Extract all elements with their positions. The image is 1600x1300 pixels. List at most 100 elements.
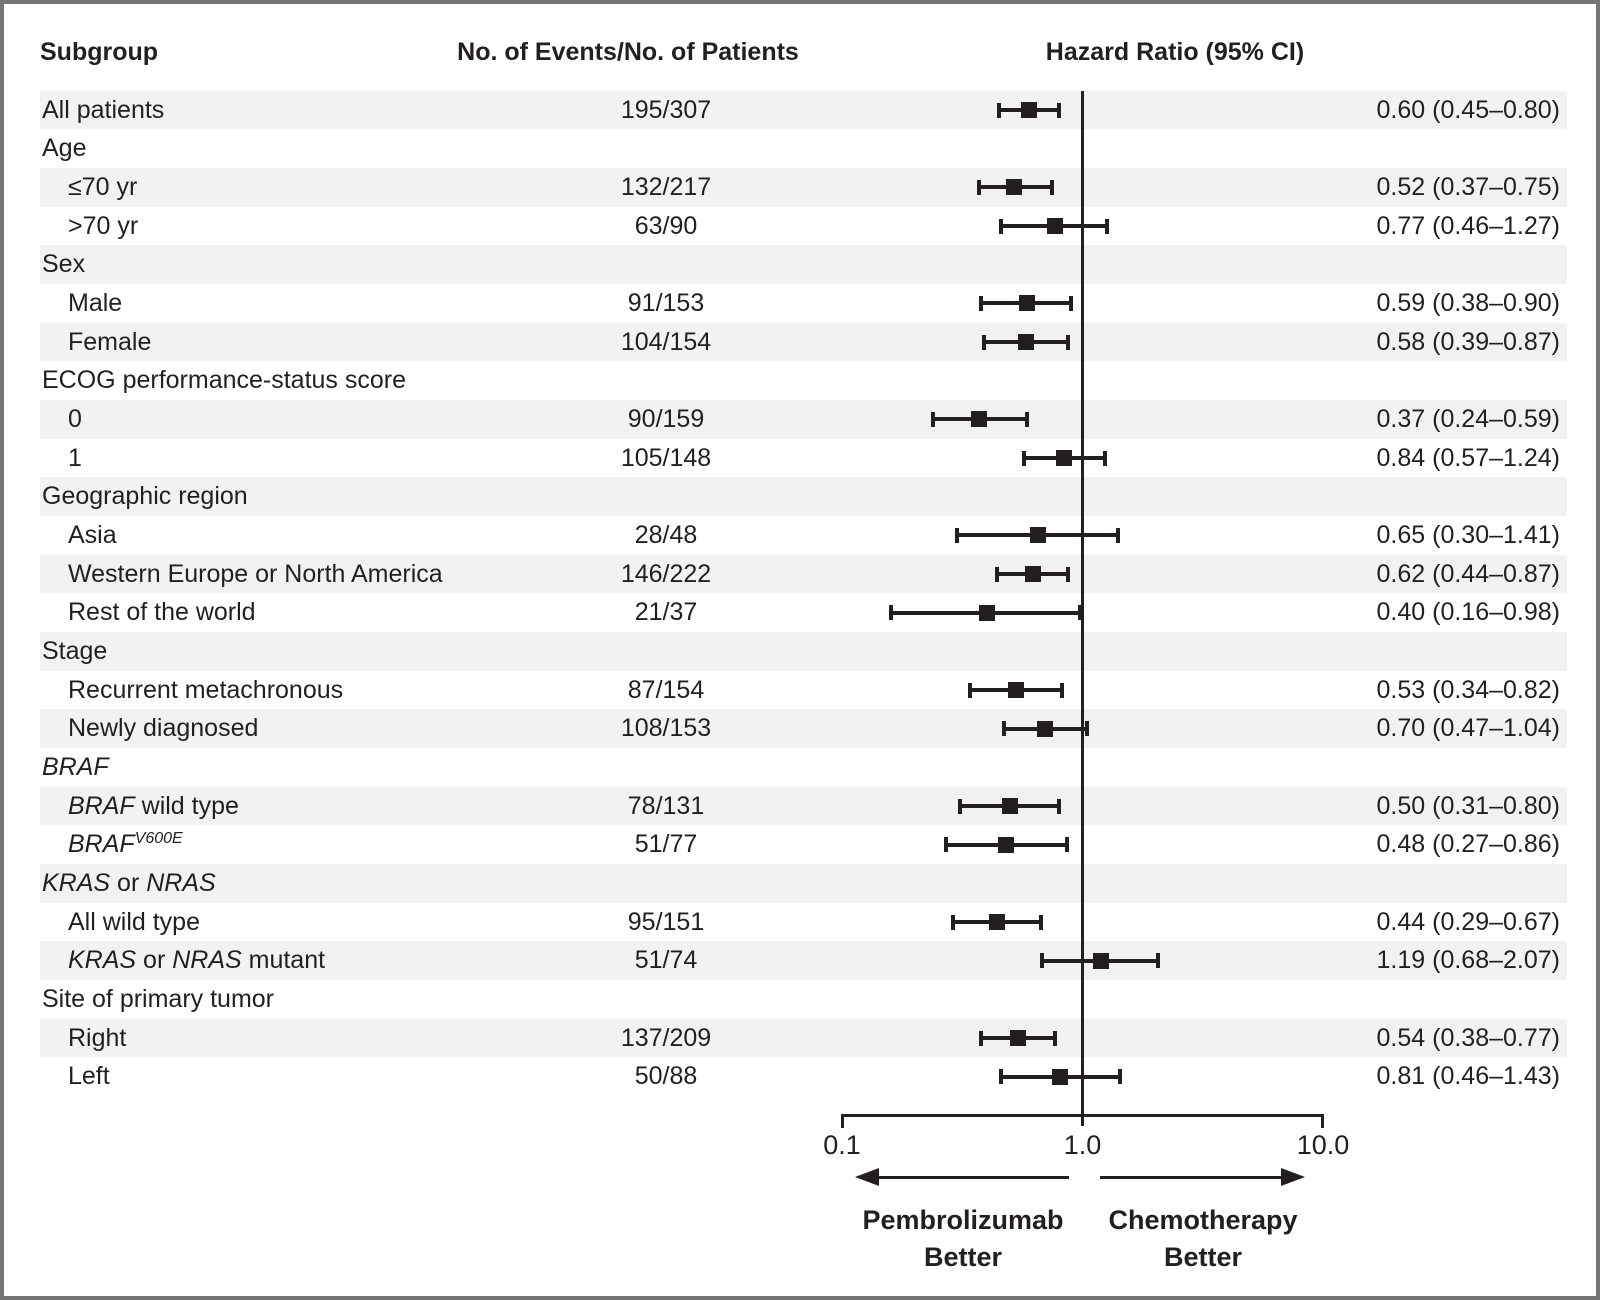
subgroup-label: 0 bbox=[68, 405, 82, 434]
ci-cap bbox=[1038, 914, 1043, 930]
hazard-ratio-value: 0.70 (0.47–1.04) bbox=[1376, 714, 1560, 743]
hr-marker bbox=[1010, 1030, 1027, 1047]
subgroup-row: BRAFV600E 51/77 0.48 (0.27–0.86) bbox=[40, 825, 1567, 864]
ci-cap bbox=[1102, 450, 1107, 466]
events-patients-value: 104/154 bbox=[620, 327, 712, 356]
ci-cap bbox=[931, 411, 936, 427]
chemotherapy-better-label: Chemotherapy Better bbox=[1033, 1202, 1373, 1276]
hazard-ratio-value: 0.84 (0.57–1.24) bbox=[1376, 443, 1560, 472]
label-text: wild type bbox=[134, 791, 239, 820]
ci-cap bbox=[982, 334, 987, 350]
events-patients-value: 78/131 bbox=[627, 791, 705, 820]
ci-cap bbox=[1116, 527, 1121, 543]
arrowhead-right-icon bbox=[1281, 1168, 1305, 1186]
subgroup-label: Female bbox=[68, 327, 152, 356]
subgroup-label: 1 bbox=[68, 443, 82, 472]
ci-cap bbox=[1064, 837, 1069, 853]
ci-cap bbox=[997, 102, 1002, 118]
events-patients-value: 28/48 bbox=[634, 521, 698, 550]
ci-cap bbox=[951, 914, 956, 930]
ci-cap bbox=[1065, 334, 1070, 350]
hazard-ratio-value: 0.52 (0.37–0.75) bbox=[1376, 173, 1560, 202]
hr-marker bbox=[988, 914, 1005, 931]
events-patients-value: 137/209 bbox=[620, 1023, 712, 1052]
hr-marker bbox=[1092, 952, 1109, 969]
subgroup-row: 1 105/148 0.84 (0.57–1.24) bbox=[40, 439, 1567, 478]
events-patients-value: 105/148 bbox=[620, 443, 712, 472]
hr-marker bbox=[1037, 720, 1054, 737]
subgroup-label: Site of primary tumor bbox=[42, 985, 275, 1014]
subgroup-label: Asia bbox=[68, 521, 117, 550]
hazard-ratio-value: 0.50 (0.31–0.80) bbox=[1376, 791, 1560, 820]
ci-cap bbox=[976, 179, 981, 195]
ci-cap bbox=[979, 1030, 984, 1046]
ci-cap bbox=[1065, 566, 1070, 582]
pembrolizumab-better-arrow bbox=[876, 1175, 1069, 1179]
ci-cap bbox=[954, 527, 959, 543]
column-header-events: No. of Events/No. of Patients bbox=[457, 38, 799, 66]
subgroup-label: BRAFV600E bbox=[68, 825, 183, 868]
pembrolizumab-better-line2: Better bbox=[923, 1242, 1003, 1272]
subgroup-label: Sex bbox=[42, 250, 86, 279]
arrowhead-left-icon bbox=[855, 1168, 879, 1186]
ci-cap bbox=[1040, 953, 1045, 969]
ci-cap bbox=[1059, 682, 1064, 698]
subgroup-label: Western Europe or North America bbox=[68, 559, 443, 588]
chemotherapy-better-line1: Chemotherapy bbox=[1108, 1205, 1298, 1235]
subgroup-group-header-row: Site of primary tumor bbox=[40, 980, 1567, 1019]
ci-cap bbox=[1078, 605, 1083, 621]
hr-marker bbox=[1019, 295, 1036, 312]
gene-name-text: NRAS bbox=[146, 869, 216, 898]
gene-name-text: BRAF bbox=[68, 791, 135, 820]
subgroup-label: Male bbox=[68, 289, 123, 318]
axis-tick-label: 10.0 bbox=[1296, 1130, 1350, 1160]
gene-name-text: KRAS bbox=[42, 869, 111, 898]
chemotherapy-better-arrow bbox=[1100, 1175, 1282, 1179]
hr-marker bbox=[1056, 450, 1073, 467]
subgroup-label: >70 yr bbox=[68, 211, 139, 240]
hr-marker bbox=[1052, 1068, 1069, 1085]
events-patients-value: 95/151 bbox=[627, 907, 705, 936]
ci-cap bbox=[999, 218, 1004, 234]
gene-name-text: BRAF bbox=[42, 753, 109, 782]
hazard-ratio-value: 0.48 (0.27–0.86) bbox=[1376, 830, 1560, 859]
gene-name-text: NRAS bbox=[172, 946, 242, 975]
subgroup-row: Western Europe or North America 146/222 0.… bbox=[40, 554, 1567, 594]
subgroup-label: ECOG performance-status score bbox=[42, 366, 407, 395]
hr-marker bbox=[1008, 682, 1025, 699]
hr-marker bbox=[997, 836, 1014, 853]
ci-cap bbox=[1057, 102, 1062, 118]
subgroup-row: All patients 195/307 0.60 (0.45–0.80) bbox=[40, 90, 1567, 130]
ci-cap bbox=[889, 605, 894, 621]
hazard-ratio-value: 0.53 (0.34–0.82) bbox=[1376, 675, 1560, 704]
axis-tick-label: 0.1 bbox=[823, 1130, 861, 1160]
subgroup-group-header-row: BRAF bbox=[40, 748, 1567, 787]
events-patients-value: 90/159 bbox=[627, 405, 705, 434]
hazard-ratio-value: 0.40 (0.16–0.98) bbox=[1376, 598, 1560, 627]
hr-marker bbox=[1021, 102, 1038, 119]
hazard-ratio-value: 0.81 (0.46–1.43) bbox=[1376, 1062, 1560, 1091]
subgroup-label: All patients bbox=[42, 95, 165, 124]
subgroup-row: >70 yr 63/90 0.77 (0.46–1.27) bbox=[40, 207, 1567, 246]
subgroup-row: Right 137/209 0.54 (0.38–0.77) bbox=[40, 1018, 1567, 1058]
ci-cap bbox=[1025, 411, 1030, 427]
ci-cap bbox=[1084, 721, 1089, 737]
subgroup-row: Female 104/154 0.58 (0.39–0.87) bbox=[40, 322, 1567, 362]
axis-tick bbox=[1320, 1114, 1324, 1128]
subgroup-row: ≤70 yr 132/217 0.52 (0.37–0.75) bbox=[40, 168, 1567, 207]
axis-tick-label: 1.0 bbox=[1063, 1130, 1102, 1160]
events-patients-value: 51/74 bbox=[634, 946, 698, 975]
subgroup-label: Left bbox=[68, 1062, 110, 1091]
subgroup-label: Geographic region bbox=[42, 482, 248, 511]
subgroup-group-header-row: Geographic region bbox=[40, 477, 1567, 517]
subgroup-row: KRAS or NRAS mutant 51/74 1.19 (0.68–2.07) bbox=[40, 941, 1567, 981]
subgroup-label: ≤70 yr bbox=[68, 173, 138, 202]
ci-cap bbox=[958, 798, 963, 814]
subgroup-label: BRAF bbox=[42, 748, 109, 787]
subgroup-row: Asia 28/48 0.65 (0.30–1.41) bbox=[40, 516, 1567, 555]
subgroup-label: BRAF wild type bbox=[68, 787, 239, 826]
subgroup-row: Left 50/88 0.81 (0.46–1.43) bbox=[40, 1057, 1567, 1096]
subgroup-row: All wild type 95/151 0.44 (0.29–0.67) bbox=[40, 903, 1567, 942]
ci-cap bbox=[1057, 798, 1062, 814]
pembrolizumab-better-line1: Pembrolizumab bbox=[862, 1205, 1064, 1235]
